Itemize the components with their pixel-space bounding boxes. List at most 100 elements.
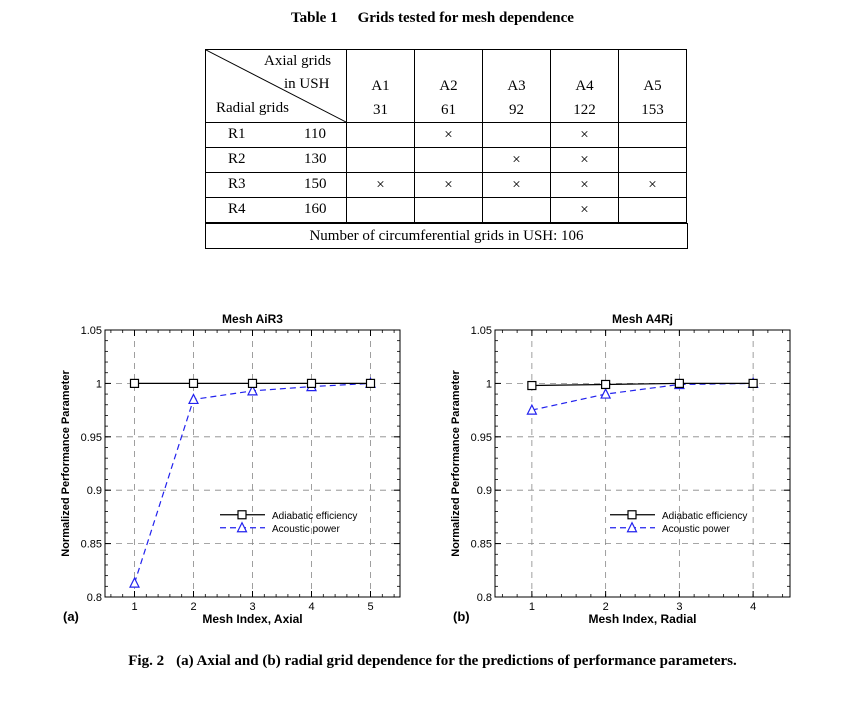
radial-grids-label: Radial grids xyxy=(216,100,289,116)
x-axis-label: Mesh Index, Axial xyxy=(202,612,302,626)
data-point-acoustic-power xyxy=(129,576,140,588)
row-value: 130 xyxy=(304,151,327,167)
column-header: A3 92 xyxy=(482,49,551,123)
row-label: R2 xyxy=(228,151,246,167)
figure-caption-text: (a) Axial and (b) radial grid dependence… xyxy=(176,653,737,669)
y-tick-label: 0.9 xyxy=(87,485,102,497)
in-ush-label: in USH xyxy=(284,76,330,92)
x-tick-label: 2 xyxy=(603,601,609,613)
table-header-corner: Axial grids in USH Radial grids xyxy=(205,49,347,123)
data-point-adiabatic-efficiency xyxy=(306,378,317,389)
series-line-acoustic-power xyxy=(531,382,754,411)
row-label: R3 xyxy=(228,176,246,192)
data-point-adiabatic-efficiency xyxy=(748,378,758,389)
legend-marker xyxy=(237,510,247,520)
data-point-adiabatic-efficiency xyxy=(674,378,684,389)
y-axis-label: Normalized Performance Parameter xyxy=(450,370,462,557)
x-tick-label: 2 xyxy=(190,601,196,613)
y-axis-label: Normalized Performance Parameter xyxy=(60,370,72,557)
data-point-adiabatic-efficiency xyxy=(365,378,376,389)
table-caption-text: Grids tested for mesh dependence xyxy=(357,10,574,26)
row-value: 110 xyxy=(304,126,326,142)
table-row: R1 110 × × xyxy=(205,122,687,148)
y-tick-label: 1.05 xyxy=(471,325,492,337)
column-header: A2 61 xyxy=(414,49,483,123)
series-line-adiabatic-efficiency xyxy=(531,382,754,387)
column-header: A4 122 xyxy=(550,49,619,123)
data-point-adiabatic-efficiency xyxy=(247,378,258,389)
figure-label: Fig. 2 xyxy=(128,653,165,669)
table-number: Table 1 xyxy=(291,10,338,26)
panel-label: (b) xyxy=(453,609,470,624)
mark-cell xyxy=(618,197,687,223)
column-header: A5 153 xyxy=(618,49,687,123)
figure-caption: Fig. 2 (a) Axial and (b) radial grid depe… xyxy=(0,653,865,670)
y-tick-label: 0.95 xyxy=(81,432,102,444)
mark-cell xyxy=(618,122,687,148)
circumferential-grids-note: Number of circumferential grids in USH: … xyxy=(205,223,688,249)
chart-radial: Mesh A4Rj 0.8 0.85 0.9 0.95 1 1.05 1 2 3 4 Mesh Ind… xyxy=(450,312,791,626)
mark-cell xyxy=(346,147,415,173)
chart-title: Mesh AiR3 xyxy=(222,312,283,326)
mark-cell: × xyxy=(550,122,619,148)
x-tick-label: 1 xyxy=(529,601,535,613)
legend-label: Acoustic power xyxy=(272,524,340,535)
y-tick-label: 0.9 xyxy=(477,485,492,497)
data-point-acoustic-power xyxy=(188,393,199,405)
table-row: R4 160 × xyxy=(205,197,687,223)
row-label: R1 xyxy=(228,126,246,142)
mark-cell: × xyxy=(414,172,483,198)
mark-cell xyxy=(346,197,415,223)
data-point-adiabatic-efficiency xyxy=(527,380,537,391)
x-tick-label: 3 xyxy=(676,601,682,613)
legend-label: Adiabatic efficiency xyxy=(272,511,357,522)
mark-cell xyxy=(482,197,551,223)
mark-cell xyxy=(618,147,687,173)
x-tick-label: 1 xyxy=(131,601,137,613)
x-axis-label: Mesh Index, Radial xyxy=(588,612,696,626)
mark-cell: × xyxy=(550,197,619,223)
row-value: 160 xyxy=(304,201,327,217)
mark-cell: × xyxy=(482,147,551,173)
x-tick-label: 5 xyxy=(367,601,373,613)
row-value: 150 xyxy=(304,176,327,192)
x-tick-label: 4 xyxy=(750,601,756,613)
data-point-adiabatic-efficiency xyxy=(129,378,140,389)
mark-cell xyxy=(482,122,551,148)
y-tick-label: 1 xyxy=(96,378,102,390)
legend-marker xyxy=(236,521,248,533)
legend-marker xyxy=(627,510,637,520)
data-point-acoustic-power xyxy=(600,387,612,399)
data-point-acoustic-power xyxy=(526,403,538,415)
x-tick-label: 4 xyxy=(308,601,314,613)
legend-marker xyxy=(626,521,638,533)
plot-frame xyxy=(494,329,791,598)
x-tick-label: 3 xyxy=(249,601,255,613)
column-header: A1 31 xyxy=(346,49,415,123)
y-tick-label: 0.95 xyxy=(471,432,492,444)
data-point-adiabatic-efficiency xyxy=(601,379,611,390)
mark-cell: × xyxy=(414,122,483,148)
y-tick-label: 1 xyxy=(486,378,492,390)
data-point-adiabatic-efficiency xyxy=(188,378,199,389)
legend-label: Adiabatic efficiency xyxy=(662,511,747,522)
chart-title: Mesh A4Rj xyxy=(612,312,673,326)
row-label: R4 xyxy=(228,201,246,217)
mark-cell: × xyxy=(346,172,415,198)
table-row: R3 150 × × × × × xyxy=(205,172,687,198)
axial-grids-label: Axial grids xyxy=(264,53,332,69)
mark-cell xyxy=(346,122,415,148)
mark-cell: × xyxy=(550,147,619,173)
grid-table: Axial grids in USH Radial grids A1 31 A2 6… xyxy=(205,49,687,223)
y-tick-label: 0.85 xyxy=(81,539,102,551)
data-point-acoustic-power xyxy=(247,384,258,396)
y-tick-label: 0.85 xyxy=(471,539,492,551)
table-title: Table 1 Grids tested for mesh dependence xyxy=(0,10,865,27)
mark-cell xyxy=(414,147,483,173)
mark-cell xyxy=(414,197,483,223)
mark-cell: × xyxy=(482,172,551,198)
y-tick-label: 0.8 xyxy=(477,592,492,604)
mark-cell: × xyxy=(618,172,687,198)
chart-axial: Mesh AiR3 0.8 0.85 0.9 0.95 1 1.05 1 2 3 4 5 Mesh In… xyxy=(60,312,401,626)
table-row: R2 130 × × xyxy=(205,147,687,173)
